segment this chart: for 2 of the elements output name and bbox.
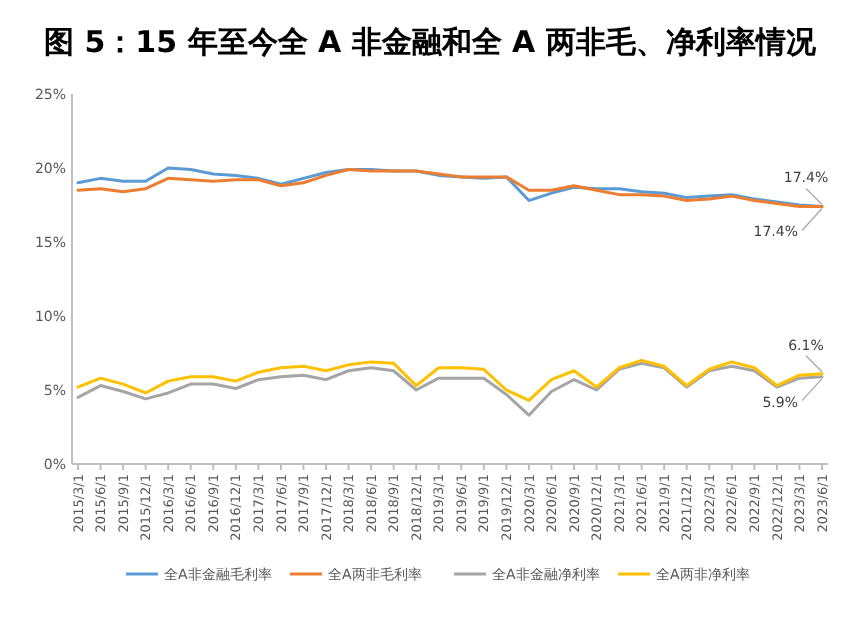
line-series (76, 361, 824, 417)
chart-title: 图 5：15 年至今全 A 非金融和全 A 两非毛、净利率情况 (44, 24, 818, 60)
